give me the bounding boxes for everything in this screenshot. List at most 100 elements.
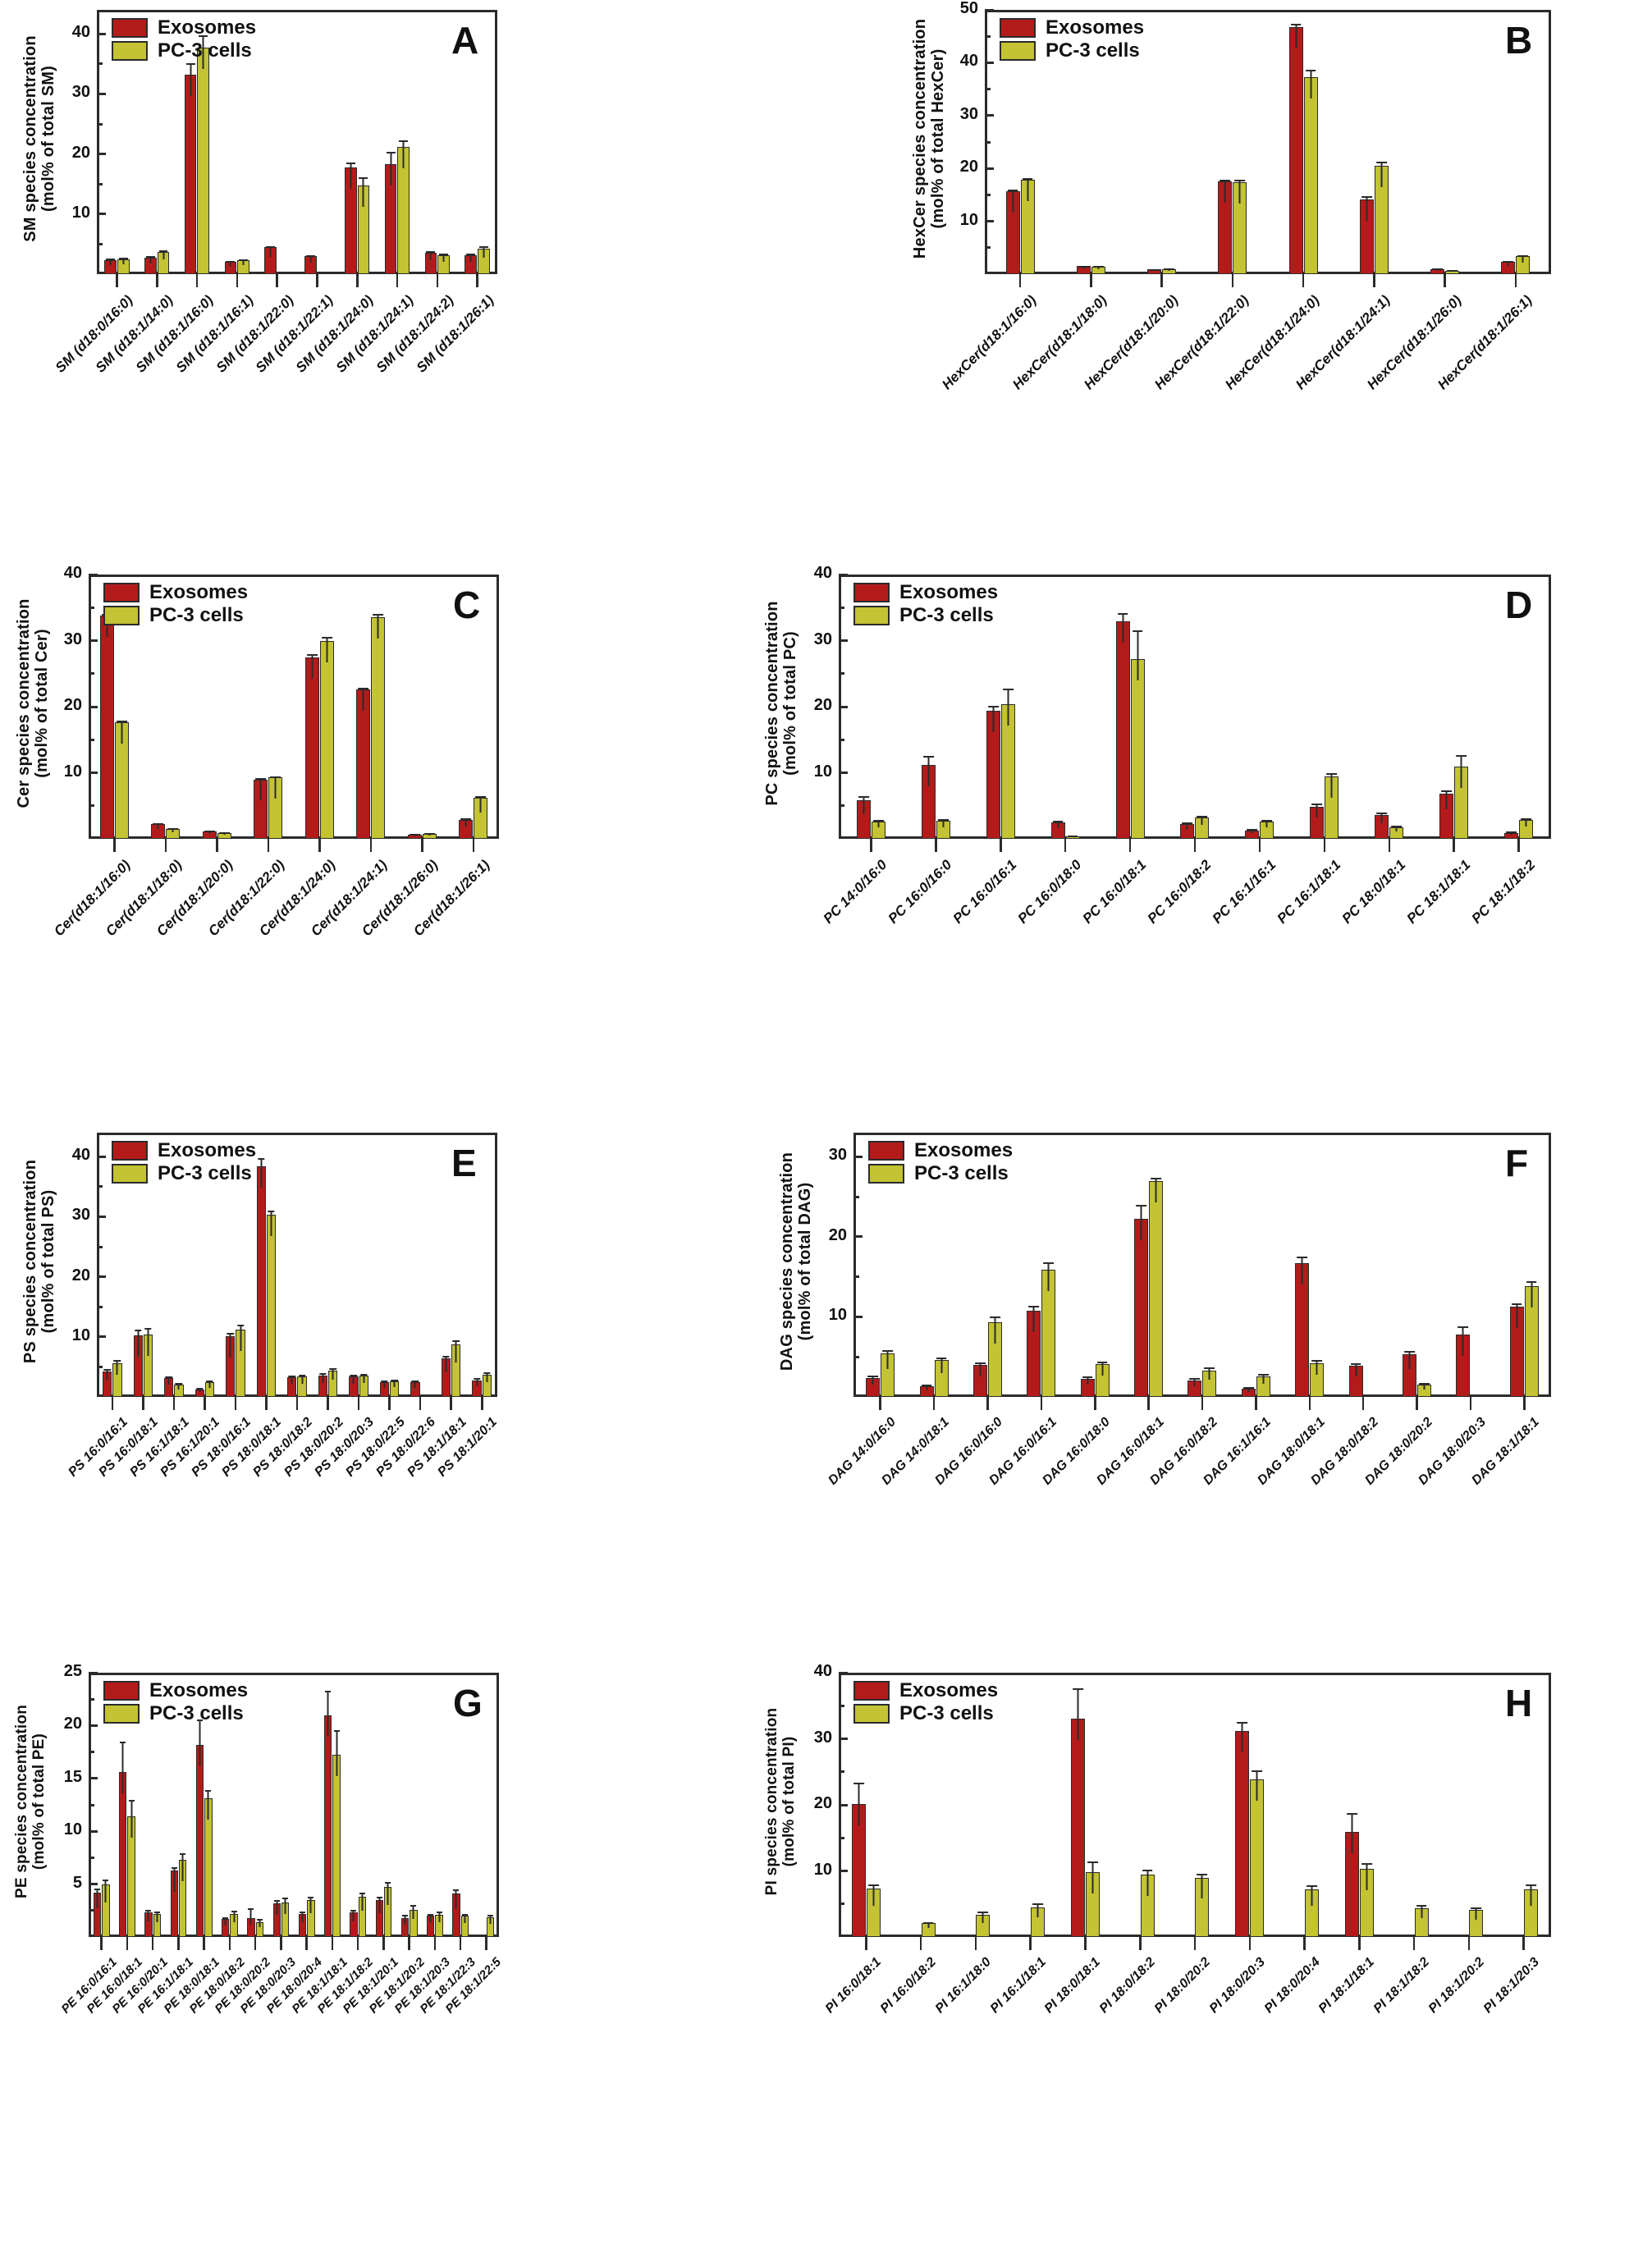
y-tick-mark [97, 1155, 106, 1158]
y-tick-label: 20 [63, 1715, 82, 1733]
legend-swatch-pc3-cells [112, 41, 148, 61]
bar-wrapper [1202, 1367, 1217, 1397]
error-bar [204, 831, 215, 839]
y-tick-label: 20 [959, 158, 978, 176]
error-bar [391, 1379, 398, 1397]
y-tick-mark [97, 213, 106, 216]
bar-wrapper [1524, 1280, 1539, 1397]
error-bar [145, 256, 155, 274]
error-bar [1361, 1862, 1372, 1937]
error-bar [1432, 268, 1443, 274]
error-bar [867, 1375, 879, 1397]
error-bar [128, 1799, 135, 1937]
legend: Exosomes PC-3 cells [868, 1141, 1013, 1187]
bar-wrapper [1516, 254, 1531, 274]
bar-wrapper [151, 822, 166, 839]
x-tick-mark [276, 274, 278, 287]
bar-wrapper [1000, 689, 1015, 839]
bar-group [1055, 10, 1126, 274]
bar-wrapper [1374, 162, 1389, 274]
bar-wrapper [178, 1853, 187, 1937]
x-tick-mark [327, 1397, 329, 1410]
error-bar [1526, 1280, 1537, 1397]
error-bar [466, 254, 476, 274]
bar-wrapper [1149, 1177, 1164, 1397]
error-bar [937, 818, 949, 839]
x-tick-mark [318, 839, 321, 852]
error-bar [153, 1912, 160, 1937]
y-tick-mark-minor [839, 672, 844, 675]
bar-wrapper [856, 795, 871, 839]
bar-wrapper [349, 1374, 359, 1397]
y-tick-label: 20 [71, 143, 90, 162]
bar-wrapper [407, 834, 422, 839]
y-tick-mark-minor [97, 122, 103, 126]
legend-swatch-pc3-cells [853, 606, 890, 625]
bar-wrapper [866, 1375, 881, 1397]
y-tick-mark-minor [839, 606, 844, 609]
y-tick-mark [839, 772, 848, 774]
error-bar [426, 251, 436, 274]
x-tick-mark [421, 839, 423, 852]
legend-item: Exosomes [853, 583, 998, 602]
legend: Exosomes PC-3 cells [853, 583, 998, 629]
legend-label: Exosomes [899, 581, 999, 603]
bar-wrapper [357, 177, 370, 274]
legend-swatch-exosomes [112, 1141, 148, 1161]
x-tick-mark [1090, 274, 1092, 287]
y-tick-mark [89, 573, 98, 576]
y-tick-label: 30 [828, 1146, 847, 1165]
legend-swatch-exosomes [853, 1681, 890, 1701]
bar-wrapper [482, 1372, 492, 1397]
y-tick-label: 30 [71, 1206, 90, 1225]
x-tick-mark [935, 839, 937, 852]
y-tick-label: 40 [813, 1662, 832, 1680]
bar-group [268, 1673, 294, 1937]
y-tick-mark-minor [89, 1697, 94, 1701]
x-tick-mark [1388, 839, 1391, 852]
bar-group [89, 575, 140, 839]
x-tick-mark [1193, 1937, 1197, 1950]
y-tick-mark-minor [985, 140, 991, 144]
bar-wrapper [359, 1374, 368, 1397]
bar-group [128, 1133, 159, 1397]
bar-wrapper [424, 251, 437, 274]
x-tick-mark [142, 1397, 144, 1410]
bar-group [1441, 1673, 1496, 1937]
bar-group [166, 1673, 191, 1937]
y-tick-label: 10 [63, 1820, 82, 1839]
legend-item: Exosomes [868, 1141, 1013, 1161]
bar-group [968, 575, 1033, 839]
bar-group [466, 1133, 497, 1397]
error-bar [1052, 821, 1064, 839]
bar-wrapper [230, 1910, 238, 1937]
bar-group [191, 1673, 217, 1937]
bar-wrapper [919, 1385, 934, 1397]
x-tick-mark [1453, 839, 1455, 852]
error-bar [236, 1325, 245, 1397]
x-tick-mark [113, 839, 116, 852]
bar-wrapper [1469, 1907, 1484, 1937]
bar-wrapper [1445, 269, 1460, 274]
bar-group [97, 10, 137, 274]
error-bar [1376, 162, 1387, 274]
error-bar [936, 1358, 947, 1397]
x-tick-mark [1018, 274, 1022, 287]
y-tick-label: 20 [813, 696, 832, 714]
bar-wrapper [1020, 178, 1035, 274]
error-bar [1078, 265, 1089, 274]
bar-group [1410, 10, 1480, 274]
bar-wrapper [1402, 1351, 1416, 1397]
x-tick-mark [932, 1397, 936, 1410]
y-tick-mark-minor [89, 738, 94, 741]
legend-label: Exosomes [158, 1139, 257, 1161]
plot-area [89, 1673, 499, 1937]
error-bar [359, 177, 368, 274]
bar-group [137, 10, 177, 274]
bar-wrapper [1305, 1885, 1319, 1937]
bar-wrapper [1348, 1363, 1363, 1397]
x-tick-mark [1193, 839, 1197, 852]
x-axis-label: PI 16:0/18:1 [823, 1955, 885, 2017]
